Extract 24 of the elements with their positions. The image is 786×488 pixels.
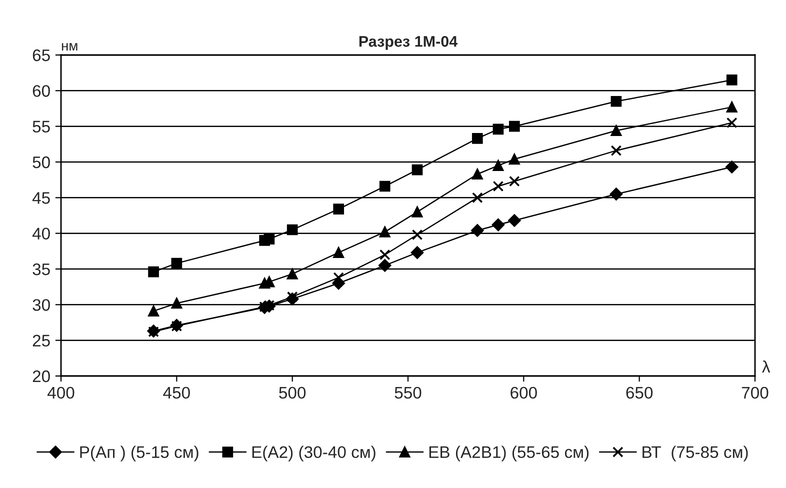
legend-label: ЕВ (А2В1) (55-65 см) (429, 446, 589, 462)
y-tick-label: 65 (32, 49, 50, 62)
y-tick-label: 20 (32, 370, 50, 382)
y-tick-label: 25 (32, 334, 50, 347)
y-tick-label: 35 (32, 263, 50, 276)
legend-label: Р(Ап ) (5-15 см) (80, 446, 198, 462)
y-tick-label: 50 (32, 156, 50, 168)
legend-label: Е(А2) (30-40 см) (252, 446, 376, 462)
y-tick-label: 60 (32, 85, 50, 97)
x-tick-label: 700 (742, 386, 768, 399)
x-tick-label: 650 (626, 386, 653, 399)
x-tick-label: 500 (279, 386, 306, 399)
x-axis-title: λ (762, 360, 770, 373)
y-tick-label: 40 (32, 228, 50, 240)
y-tick-label: 45 (32, 192, 50, 204)
x-tick-label: 550 (394, 386, 422, 399)
y-tick-label: 30 (32, 299, 50, 311)
x-tick-label: 450 (163, 386, 190, 399)
x-tick-label: 600 (510, 386, 537, 399)
y-tick-label: 55 (32, 120, 50, 133)
legend-label: ВТ (75-85 см) (642, 446, 748, 462)
x-tick-label: 400 (47, 386, 74, 399)
y-axis-title: нм (62, 43, 78, 51)
chart-title: Разрез 1М-04 (359, 36, 458, 50)
